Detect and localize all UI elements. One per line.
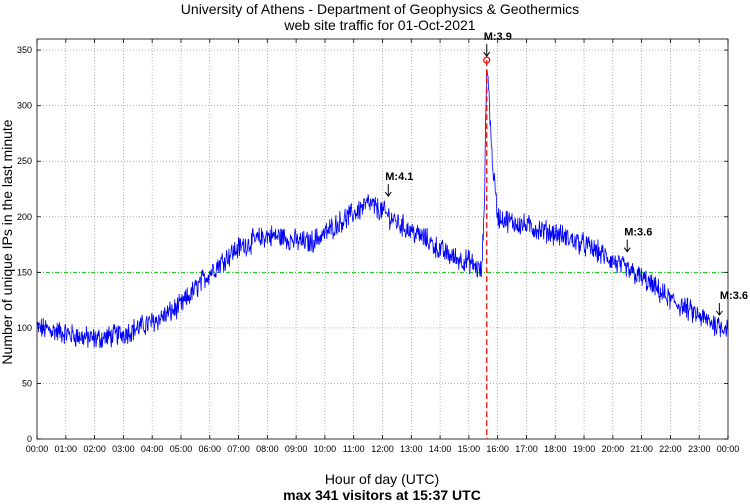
grid	[37, 39, 728, 439]
annotation-arrowhead	[623, 247, 631, 253]
x-tick-label: 06:00	[198, 444, 221, 454]
y-tick-label: 350	[17, 45, 32, 55]
annotation-label: M:4.1	[385, 171, 413, 183]
annotation-arrowhead	[483, 51, 491, 57]
x-tick-label: 10:00	[314, 444, 337, 454]
x-tick-label: 12:00	[371, 444, 394, 454]
y-tick-label: 100	[17, 323, 32, 333]
annotation-arrowhead	[384, 191, 392, 197]
x-tick-label: 23:00	[688, 444, 711, 454]
annotation-label: M:3.9	[484, 31, 512, 43]
x-tick-label: 22:00	[659, 444, 682, 454]
chart-title-line1: University of Athens - Department of Geo…	[181, 1, 579, 17]
y-tick-label: 200	[17, 212, 32, 222]
max-point-marker	[483, 56, 491, 64]
x-tick-label: 03:00	[112, 444, 135, 454]
x-tick-label: 08:00	[256, 444, 279, 454]
annotation-label: M:3.6	[720, 290, 748, 302]
series-line-visitors	[36, 69, 729, 348]
axes: 00:00 01:00 02:00 03:00 04:00 05:00 06:00 07:00…	[17, 38, 740, 454]
x-tick-label: 11:00	[343, 444, 365, 454]
x-tick-label: 16:00	[486, 444, 509, 454]
x-tick-label: 02:00	[83, 444, 106, 454]
x-tick-label: 18:00	[544, 444, 567, 454]
annotation-arrowhead	[715, 310, 723, 316]
x-tick-label: 20:00	[602, 444, 625, 454]
chart-title-line2: web site traffic for 01-Oct-2021	[283, 17, 475, 33]
x-tick-label: 19:00	[573, 444, 596, 454]
x-tick-label: 09:00	[285, 444, 308, 454]
y-tick-label: 150	[17, 267, 32, 277]
x-tick-label: 17:00	[515, 444, 538, 454]
y-tick-label: 250	[17, 156, 32, 166]
x-tick-label: 07:00	[227, 444, 250, 454]
x-tick-label: 04:00	[141, 444, 164, 454]
y-tick-label: 50	[22, 378, 32, 388]
x-tick-label: 15:00	[458, 444, 481, 454]
x-tick-label: 13:00	[400, 444, 423, 454]
x-axis-label: Hour of day (UTC)	[325, 471, 439, 487]
annotation-label: M:3.6	[624, 227, 652, 239]
max-marker	[483, 56, 491, 439]
annotations: M:3.9 M:4.1 M:3.6 M:3.6	[384, 31, 748, 316]
plot-frame	[36, 38, 729, 440]
x-tick-label: 14:00	[429, 444, 452, 454]
x-tick-label: 21:00	[630, 444, 653, 454]
y-axis-label: Number of unique IPs in the last minute	[0, 119, 15, 364]
x-tick-label: 00:00	[717, 444, 740, 454]
y-tick-label: 0	[27, 434, 32, 444]
y-tick-label: 300	[17, 101, 32, 111]
series	[36, 69, 729, 348]
x-tick-label: 00:00	[26, 444, 49, 454]
x-tick-label: 01:00	[55, 444, 78, 454]
x-axis-sublabel: max 341 visitors at 15:37 UTC	[283, 487, 481, 503]
x-tick-label: 05:00	[170, 444, 193, 454]
